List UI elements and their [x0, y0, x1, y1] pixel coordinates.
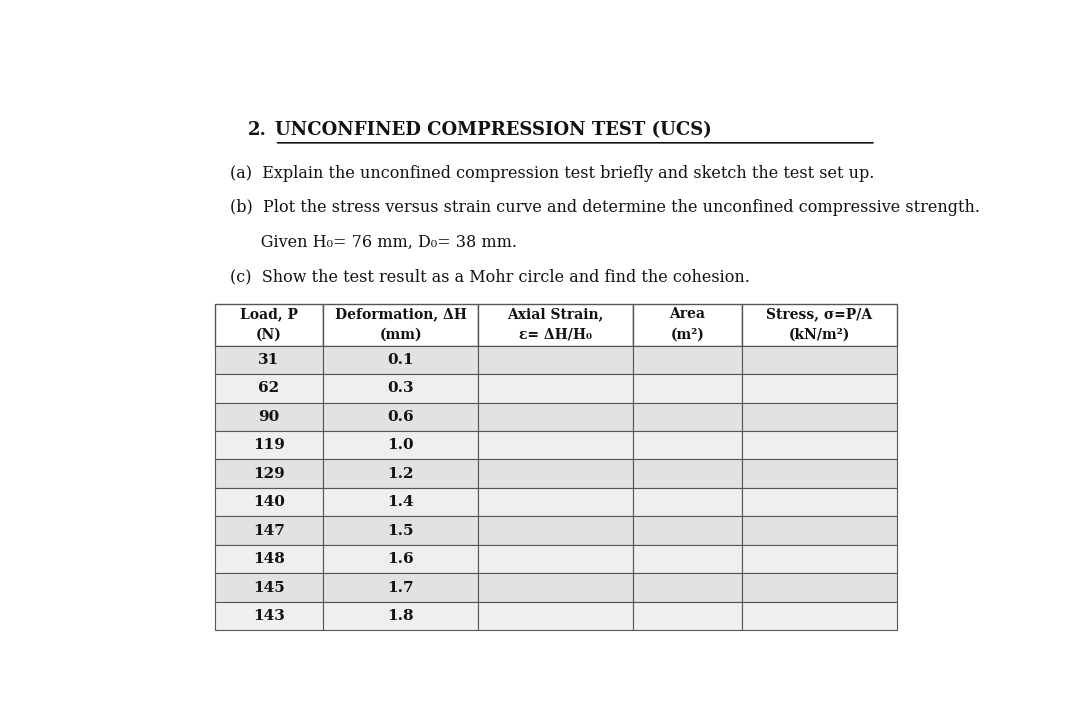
- Bar: [323, 402, 478, 431]
- Text: ε= ΔH/H₀: ε= ΔH/H₀: [519, 328, 592, 342]
- Text: Load, P: Load, P: [240, 307, 298, 321]
- Text: 119: 119: [253, 438, 285, 452]
- Bar: [215, 304, 323, 346]
- Text: (mm): (mm): [379, 328, 422, 342]
- Text: Stress, σ=P/A: Stress, σ=P/A: [766, 307, 873, 321]
- Text: 1.4: 1.4: [388, 495, 414, 509]
- Bar: [633, 516, 742, 545]
- Text: Deformation, ΔH: Deformation, ΔH: [335, 307, 467, 321]
- Text: UNCONFINED COMPRESSION TEST (UCS): UNCONFINED COMPRESSION TEST (UCS): [274, 121, 712, 139]
- Bar: [633, 374, 742, 402]
- Bar: [742, 346, 896, 374]
- Text: Given H₀= 76 mm, D₀= 38 mm.: Given H₀= 76 mm, D₀= 38 mm.: [230, 234, 516, 251]
- Text: 90: 90: [258, 410, 280, 424]
- Text: (N): (N): [256, 328, 282, 342]
- Text: 1.6: 1.6: [388, 552, 414, 566]
- Bar: [478, 545, 633, 573]
- Bar: [633, 573, 742, 602]
- Text: (kN/m²): (kN/m²): [788, 328, 850, 342]
- Bar: [742, 573, 896, 602]
- Bar: [478, 374, 633, 402]
- Bar: [633, 431, 742, 459]
- Text: 148: 148: [253, 552, 285, 566]
- Bar: [215, 459, 323, 488]
- Text: 1.2: 1.2: [388, 466, 414, 481]
- Text: 2.: 2.: [248, 121, 267, 139]
- Bar: [633, 459, 742, 488]
- Bar: [323, 346, 478, 374]
- Bar: [323, 488, 478, 516]
- Bar: [323, 516, 478, 545]
- Text: 1.5: 1.5: [388, 523, 414, 538]
- Bar: [478, 431, 633, 459]
- Bar: [215, 431, 323, 459]
- Text: 129: 129: [253, 466, 285, 481]
- Bar: [323, 431, 478, 459]
- Text: (b)  Plot the stress versus strain curve and determine the unconfined compressiv: (b) Plot the stress versus strain curve …: [230, 199, 980, 216]
- Text: Axial Strain,: Axial Strain,: [508, 307, 604, 321]
- Bar: [633, 346, 742, 374]
- Text: 0.6: 0.6: [388, 410, 414, 424]
- Bar: [742, 488, 896, 516]
- Text: 31: 31: [258, 353, 280, 367]
- Bar: [478, 516, 633, 545]
- Text: (m²): (m²): [671, 328, 704, 342]
- Bar: [633, 304, 742, 346]
- Bar: [478, 402, 633, 431]
- Bar: [323, 602, 478, 630]
- Bar: [633, 488, 742, 516]
- Bar: [742, 545, 896, 573]
- Text: 140: 140: [253, 495, 285, 509]
- Text: 143: 143: [253, 609, 285, 623]
- Bar: [478, 573, 633, 602]
- Bar: [323, 545, 478, 573]
- Bar: [478, 488, 633, 516]
- Text: 147: 147: [253, 523, 285, 538]
- Bar: [215, 573, 323, 602]
- Text: 0.3: 0.3: [388, 381, 414, 395]
- Text: 1.8: 1.8: [388, 609, 414, 623]
- Bar: [215, 545, 323, 573]
- Bar: [742, 431, 896, 459]
- Text: 0.1: 0.1: [388, 353, 414, 367]
- Bar: [478, 304, 633, 346]
- Bar: [323, 573, 478, 602]
- Bar: [478, 602, 633, 630]
- Bar: [215, 602, 323, 630]
- Bar: [742, 402, 896, 431]
- Text: 62: 62: [258, 381, 280, 395]
- Bar: [215, 516, 323, 545]
- Bar: [742, 459, 896, 488]
- Bar: [215, 374, 323, 402]
- Bar: [215, 346, 323, 374]
- Text: 1.0: 1.0: [388, 438, 414, 452]
- Text: 145: 145: [253, 581, 285, 594]
- Bar: [742, 304, 896, 346]
- Text: (c)  Show the test result as a Mohr circle and find the cohesion.: (c) Show the test result as a Mohr circl…: [230, 268, 750, 285]
- Bar: [323, 304, 478, 346]
- Bar: [633, 602, 742, 630]
- Text: Area: Area: [670, 307, 705, 321]
- Bar: [633, 545, 742, 573]
- Bar: [742, 374, 896, 402]
- Bar: [323, 459, 478, 488]
- Bar: [215, 402, 323, 431]
- Bar: [742, 602, 896, 630]
- Bar: [633, 402, 742, 431]
- Bar: [478, 459, 633, 488]
- Bar: [215, 488, 323, 516]
- Bar: [478, 346, 633, 374]
- Bar: [742, 516, 896, 545]
- Text: 1.7: 1.7: [388, 581, 414, 594]
- Bar: [323, 374, 478, 402]
- Text: (a)  Explain the unconfined compression test briefly and sketch the test set up.: (a) Explain the unconfined compression t…: [230, 165, 874, 182]
